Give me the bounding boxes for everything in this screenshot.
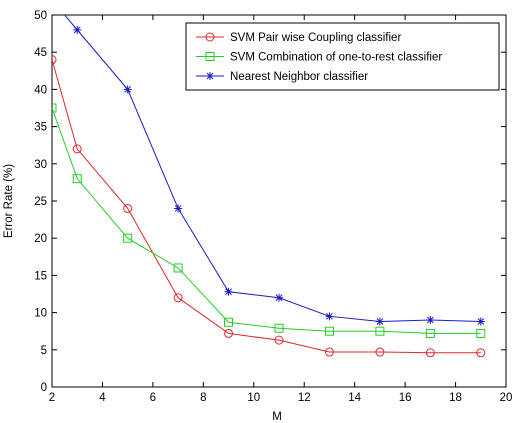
y-tick-label: 0 [41,382,47,394]
data-point [52,103,57,113]
legend: SVM Pair wise Coupling classifier SVM Com… [185,22,500,91]
legend-label: SVM Combination of one-to-rest classifie… [230,52,442,64]
x-tick-label: 16 [399,392,412,404]
y-tick-label: 50 [34,10,47,22]
y-tick-label: 15 [34,270,47,282]
data-point [476,328,486,338]
data-point [274,323,284,333]
data-point [324,326,334,336]
data-point [325,312,334,321]
data-point [73,25,82,34]
series-line [52,59,481,354]
data-point [123,233,133,243]
y-tick-label: 40 [34,84,47,96]
data-point [173,293,183,303]
x-tick-label: 4 [99,392,106,404]
data-point [123,203,133,213]
x-tick-label: 12 [298,392,311,404]
data-point [476,348,486,358]
x-tick-label: 14 [348,392,361,404]
y-tick-label: 20 [34,233,47,245]
x-tick-label: 18 [449,392,462,404]
data-point [72,144,82,154]
legend-marker [205,32,215,42]
data-point [274,335,284,345]
y-tick-label: 45 [34,47,47,59]
series-line [63,15,481,323]
legend-box [185,22,500,91]
data-point [275,293,283,302]
y-tick-label: 5 [41,345,47,357]
data-point [375,326,385,336]
data-point [324,347,334,357]
legend-marker [206,72,214,80]
y-axis-label: Error Rate (%) [3,164,15,238]
x-tick-label: 8 [200,392,206,404]
y-axis: 0 5 10 15 20 25 30 35 40 45 50 [34,10,506,394]
y-tick-label: 10 [34,308,47,320]
data-point [476,317,485,326]
data-point [224,287,233,296]
data-point [224,317,234,327]
x-tick-label: 20 [500,392,513,404]
data-point [425,348,435,358]
data-point [52,55,57,65]
x-tick-label: 6 [150,392,156,404]
data-point [123,85,132,94]
x-axis-label: M [272,411,282,423]
series-layer [52,15,486,358]
y-tick-label: 35 [34,122,47,134]
data-point [173,263,183,273]
y-tick-label: 30 [34,159,47,171]
x-tick-label: 2 [49,392,55,404]
series-3 [63,15,485,326]
legend-label: Nearest Neighbor classifier [230,71,368,83]
data-point [72,174,82,184]
data-point [174,204,183,213]
data-point [375,317,384,326]
legend-marker [205,52,215,61]
data-point [426,316,435,325]
y-tick-label: 25 [34,196,47,208]
x-tick-label: 10 [247,392,260,404]
data-point [375,347,385,357]
data-point [425,328,435,338]
legend-label: SVM Pair wise Coupling classifier [230,32,401,44]
data-point [224,328,234,338]
series-line [52,107,481,334]
series-1 [52,55,486,358]
x-axis: 2 4 6 8 10 12 14 16 18 20 [49,15,513,404]
series-2 [52,103,486,338]
